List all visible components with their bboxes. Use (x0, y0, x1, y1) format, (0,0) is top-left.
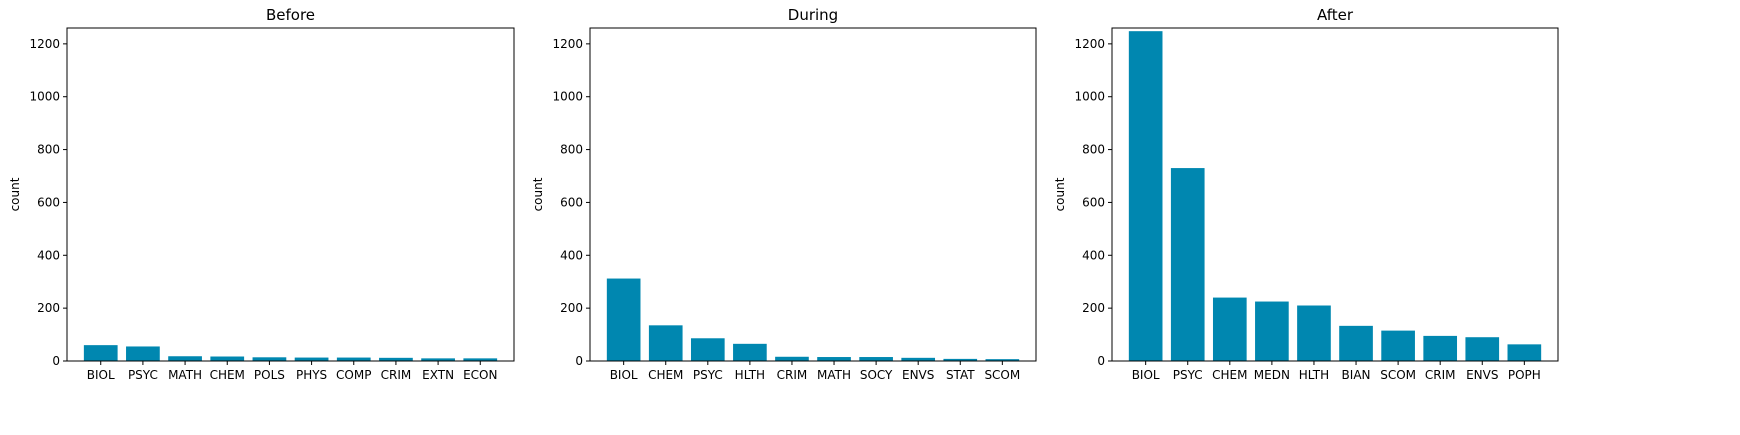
bar-comp (336, 357, 371, 361)
y-tick-label: 800 (1082, 143, 1105, 157)
bar-envs (1465, 337, 1500, 361)
bar-phys (294, 357, 329, 361)
bar-psyc (1170, 168, 1205, 361)
y-tick-label: 400 (1082, 248, 1105, 262)
y-tick-label: 600 (560, 195, 583, 209)
x-tick-label: CHEM (1212, 368, 1247, 382)
chart-title: During (788, 6, 838, 24)
y-tick-label: 800 (37, 143, 60, 157)
x-tick-label: EXTN (422, 368, 454, 382)
bar-math (168, 356, 202, 361)
chart-panel-2: During count 0 200 400 600 800 1000 1200 BIOL CHEM… (531, 6, 1037, 382)
plot-frame (1111, 27, 1559, 362)
bar-math (817, 357, 851, 361)
x-tick-label: HLTH (735, 368, 765, 382)
bar-hlth (733, 343, 767, 361)
y-tick-label: 400 (37, 248, 60, 262)
y-tick-label: 1000 (29, 90, 60, 104)
bar-crim (775, 356, 809, 361)
x-tick-label: PSYC (693, 368, 723, 382)
bar-chem (210, 356, 245, 361)
plot-frame (66, 27, 515, 362)
x-tick-label: CRIM (1425, 368, 1456, 382)
bar-pols (252, 357, 287, 361)
bar-medn (1255, 301, 1289, 361)
x-tick-label: MATH (168, 368, 202, 382)
y-tick-label: 0 (52, 354, 60, 368)
x-tick-label: SCOM (984, 368, 1020, 382)
y-axis-label: count (8, 177, 22, 211)
y-axis-label: count (531, 177, 545, 211)
x-tick-label: BIAN (1342, 368, 1371, 382)
x-tick-label: CRIM (777, 368, 808, 382)
x-tick-label: PSYC (1173, 368, 1203, 382)
x-tick-label: CHEM (210, 368, 245, 382)
y-axis-label: count (1053, 177, 1067, 211)
bar-psyc (690, 338, 725, 361)
x-tick-label: BIOL (1132, 368, 1160, 382)
x-tick-label: CHEM (648, 368, 683, 382)
y-tick-label: 800 (560, 143, 583, 157)
y-tick-label: 1000 (1074, 90, 1105, 104)
bar-scom (985, 359, 1020, 361)
bar-psyc (126, 346, 160, 361)
x-tick-label: MATH (817, 368, 851, 382)
bar-socy (859, 357, 893, 361)
bar-econ (463, 358, 498, 361)
bar-biol (1128, 31, 1163, 362)
x-tick-label: SOCY (860, 368, 893, 382)
bar-chem (648, 325, 683, 361)
x-tick-label: PHYS (296, 368, 327, 382)
y-tick-label: 1200 (552, 37, 583, 51)
bar-crim (379, 357, 413, 361)
x-tick-label: POPH (1508, 368, 1541, 382)
y-tick-label: 1200 (29, 37, 60, 51)
x-tick-label: CRIM (381, 368, 412, 382)
bar-crim (1423, 335, 1458, 361)
chart-title: Before (266, 6, 315, 24)
x-tick-label: PSYC (128, 368, 158, 382)
y-tick-label: 400 (560, 248, 583, 262)
chart-title: After (1317, 6, 1354, 24)
x-tick-label: STAT (946, 368, 975, 382)
x-tick-label: POLS (254, 368, 285, 382)
bar-hlth (1297, 305, 1331, 361)
bar-scom (1381, 330, 1415, 361)
x-tick-label: HLTH (1299, 368, 1329, 382)
bar-stat (943, 358, 978, 361)
bar-poph (1507, 344, 1542, 361)
x-tick-label: BIOL (610, 368, 638, 382)
bar-biol (606, 278, 641, 361)
y-tick-label: 200 (1082, 301, 1105, 315)
y-tick-label: 600 (37, 195, 60, 209)
bar-envs (901, 357, 936, 361)
plot-frame (589, 27, 1037, 362)
x-tick-label: ENVS (902, 368, 934, 382)
bar-bian (1339, 325, 1373, 361)
y-tick-label: 0 (1097, 354, 1105, 368)
y-tick-label: 600 (1082, 195, 1105, 209)
chart-panel-3: After count 0 200 400 600 800 1000 1200 BIOL PSYC C… (1053, 6, 1559, 382)
x-tick-label: SCOM (1380, 368, 1416, 382)
x-tick-label: ENVS (1466, 368, 1498, 382)
bar-biol (83, 345, 118, 361)
y-tick-label: 200 (37, 301, 60, 315)
x-tick-label: COMP (336, 368, 371, 382)
y-tick-label: 0 (575, 354, 583, 368)
x-tick-label: ECON (463, 368, 497, 382)
y-tick-label: 1000 (552, 90, 583, 104)
y-tick-label: 200 (560, 301, 583, 315)
bar-chem (1212, 297, 1247, 361)
x-tick-label: MEDN (1254, 368, 1290, 382)
bar-extn (421, 358, 455, 361)
y-tick-label: 1200 (1074, 37, 1105, 51)
chart-panel-1: Before count 0 200 400 600 800 1000 1200 BIOL PSYC… (8, 6, 515, 382)
x-tick-label: BIOL (87, 368, 115, 382)
